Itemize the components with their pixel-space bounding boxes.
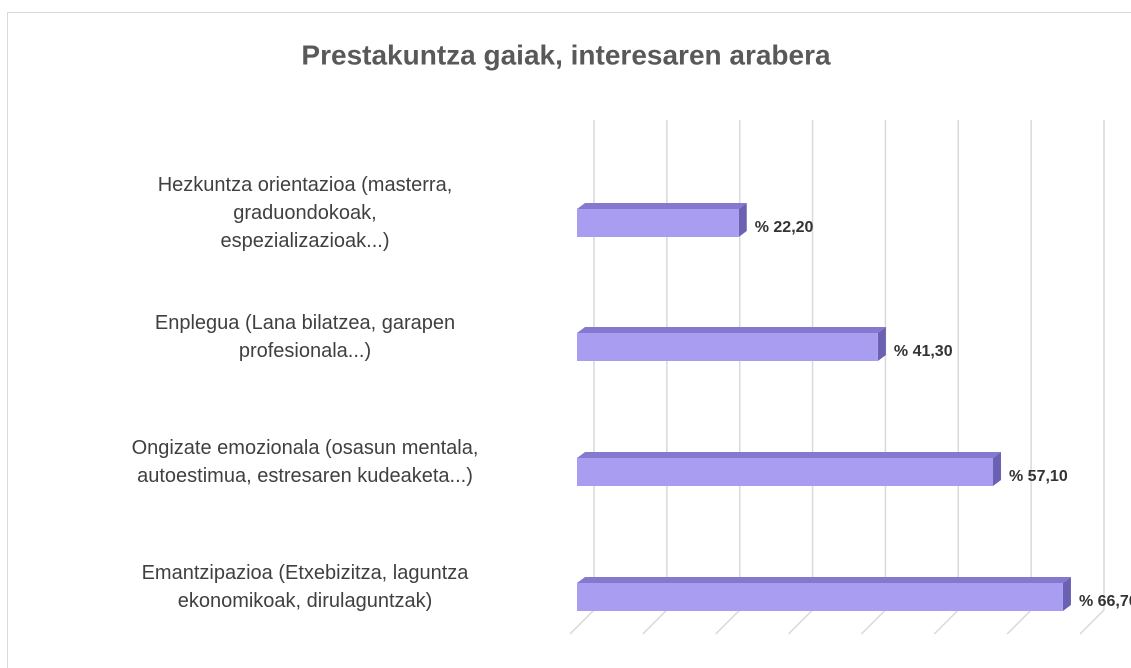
bar-end [877,327,886,361]
value-label: % 41,30 [894,343,953,360]
floor-line [1079,609,1105,635]
category-label: Hezkuntza orientazioa (masterra, graduon… [157,174,453,252]
bar [577,203,747,237]
bar-end [1062,577,1071,611]
bar-end [993,452,1002,486]
bar [577,327,886,361]
bar-end [738,203,747,237]
bar-front [577,583,1063,611]
bar-top [577,577,1071,583]
chart-frame [7,12,1131,668]
bar [577,577,1071,611]
bar-top [577,203,747,209]
bar-top [577,452,1002,458]
chart-title: Prestakuntza gaiak, interesaren arabera [301,39,831,70]
value-label: % 66,70 [1079,593,1131,610]
value-label: % 22,20 [755,219,814,236]
bar-front [577,209,739,237]
bar-top [577,327,886,333]
floor-line [715,609,741,635]
value-label: % 57,10 [1009,468,1068,485]
floor-line [569,609,595,635]
floor-line [1006,609,1032,635]
floor-line [933,609,959,635]
floor-line [642,609,668,635]
bar-front [577,458,994,486]
bar-front [577,333,878,361]
floor-line [788,609,814,635]
category-label: Enplegua (Lana bilatzea, garapen profesi… [154,312,456,362]
category-label: Emantzipazioa (Etxebizitza, laguntza eko… [141,562,469,612]
bar [577,452,1002,486]
floor-line [860,609,886,635]
category-label: Ongizate emozionala (osasun mentala, aut… [131,437,479,487]
